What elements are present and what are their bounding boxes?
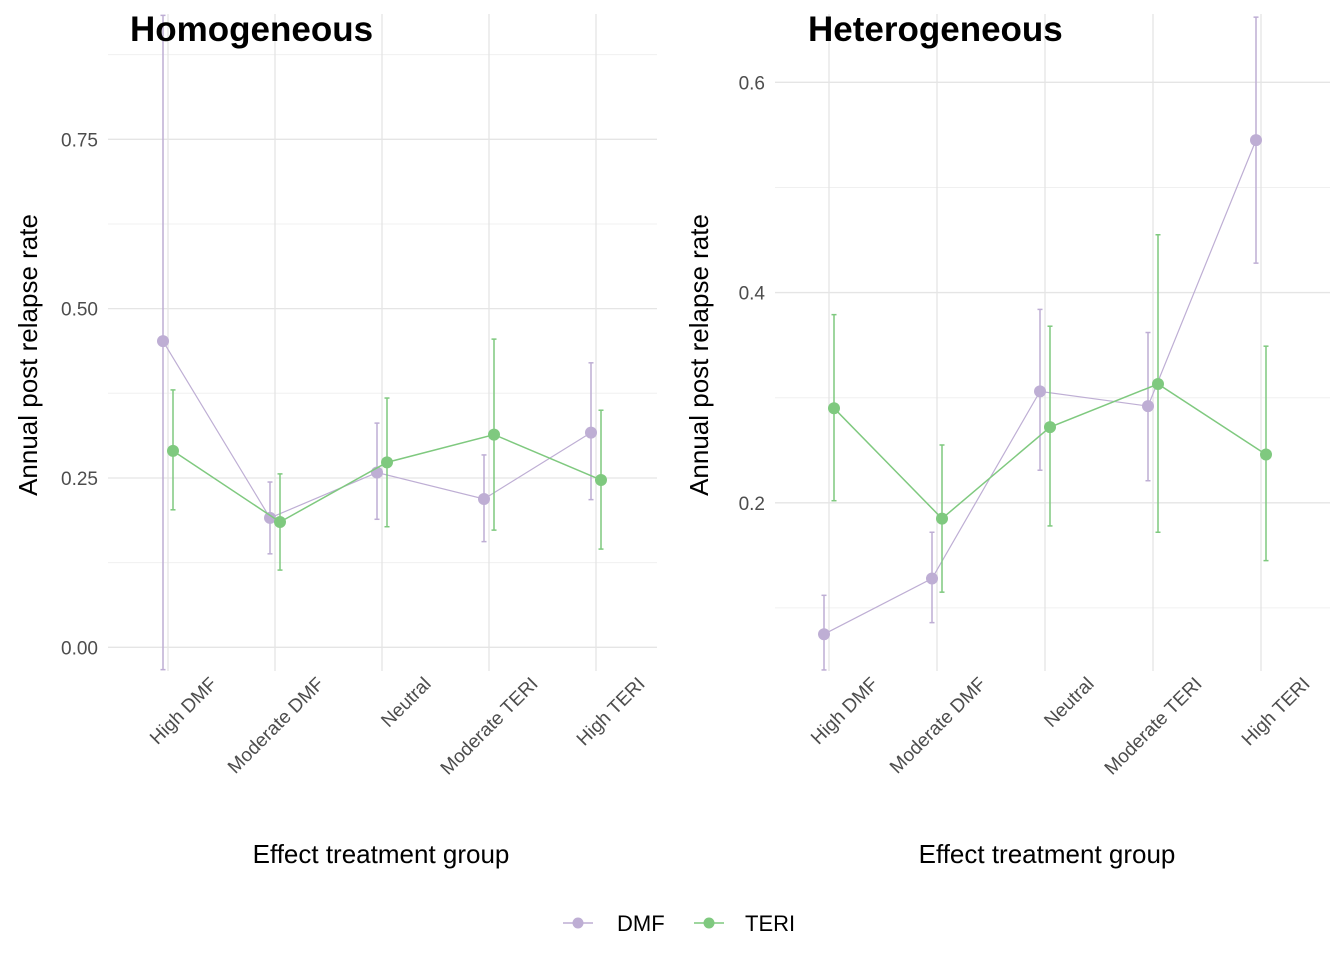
- data-point-teri: [595, 473, 607, 486]
- legend-teri-marker: [703, 917, 715, 929]
- panel-homogeneous-y-axis-title: Annual post relapse rate: [13, 214, 43, 496]
- y-tick-label: 0.25: [61, 469, 98, 490]
- legend: DMF TERI: [563, 911, 795, 936]
- data-point-dmf: [264, 511, 276, 524]
- panel-homogeneous-title: Homogeneous: [130, 10, 373, 49]
- data-point-teri: [488, 428, 500, 441]
- y-tick-label: 0.4: [739, 284, 766, 305]
- panel-homogeneous-grid: [108, 14, 657, 671]
- data-point-dmf: [1034, 385, 1046, 398]
- y-tick-label: 0.00: [61, 638, 98, 659]
- data-point-dmf: [1250, 134, 1262, 147]
- panel-heterogeneous-y-axis-title: Annual post relapse rate: [684, 214, 714, 496]
- series-teri: [828, 234, 1272, 593]
- data-point-teri: [1260, 448, 1272, 461]
- series-dmf: [818, 16, 1262, 671]
- data-point-dmf: [585, 426, 597, 439]
- series-dmf: [157, 14, 597, 671]
- data-point-dmf: [478, 492, 490, 505]
- panel-heterogeneous-x-axis: High DMF Moderate DMF Neutral Moderate TERI…: [807, 674, 1314, 780]
- data-point-teri: [1044, 421, 1056, 434]
- panel-heterogeneous-title: Heterogeneous: [808, 10, 1063, 49]
- x-tick-label: High DMF: [146, 674, 221, 749]
- y-tick-label: 0.50: [61, 300, 98, 321]
- panel-heterogeneous-series: [818, 16, 1272, 671]
- data-point-teri: [936, 512, 948, 525]
- x-tick-label: High TERI: [573, 674, 650, 751]
- data-point-teri: [167, 444, 179, 457]
- panel-homogeneous: 0.00 0.25 0.50 0.75 High DMF Moderate DMF Neu…: [13, 10, 657, 869]
- data-point-teri: [274, 515, 286, 528]
- legend-dmf-label: DMF: [617, 911, 665, 936]
- x-tick-label: Neutral: [1040, 674, 1098, 732]
- panel-homogeneous-x-axis: High DMF Moderate DMF Neutral Moderate TERI…: [146, 674, 649, 780]
- legend-dmf-marker: [572, 917, 584, 929]
- y-tick-label: 0.6: [739, 73, 765, 94]
- data-point-dmf: [157, 335, 169, 348]
- data-point-dmf: [926, 572, 938, 585]
- legend-teri-label: TERI: [745, 911, 795, 936]
- y-tick-label: 0.2: [739, 494, 765, 515]
- x-tick-label: Moderate TERI: [437, 674, 543, 780]
- x-tick-label: High TERI: [1238, 674, 1315, 751]
- panel-homogeneous-y-axis: 0.00 0.25 0.50 0.75: [61, 130, 98, 659]
- y-tick-label: 0.75: [61, 130, 98, 151]
- series-teri: [167, 338, 607, 571]
- data-point-dmf: [1142, 400, 1154, 413]
- data-point-teri: [828, 402, 840, 415]
- panel-heterogeneous: 0.2 0.4 0.6 High DMF Moderate DMF Neutral Mod…: [684, 10, 1330, 869]
- panel-heterogeneous-y-axis: 0.2 0.4 0.6: [739, 73, 766, 514]
- data-point-teri: [381, 456, 393, 469]
- x-tick-label: Moderate DMF: [886, 674, 990, 778]
- panel-homogeneous-series: [157, 14, 607, 671]
- legend-item-dmf: DMF: [563, 911, 665, 936]
- panel-heterogeneous-x-axis-title: Effect treatment group: [919, 839, 1176, 869]
- x-tick-label: Neutral: [377, 674, 435, 732]
- panel-heterogeneous-grid: [775, 14, 1330, 671]
- legend-item-teri: TERI: [694, 911, 795, 936]
- data-point-dmf: [818, 628, 830, 641]
- x-tick-label: High DMF: [807, 674, 882, 749]
- x-tick-label: Moderate DMF: [224, 674, 328, 778]
- panel-homogeneous-x-axis-title: Effect treatment group: [253, 839, 510, 869]
- data-point-teri: [1152, 378, 1164, 391]
- x-tick-label: Moderate TERI: [1101, 674, 1207, 780]
